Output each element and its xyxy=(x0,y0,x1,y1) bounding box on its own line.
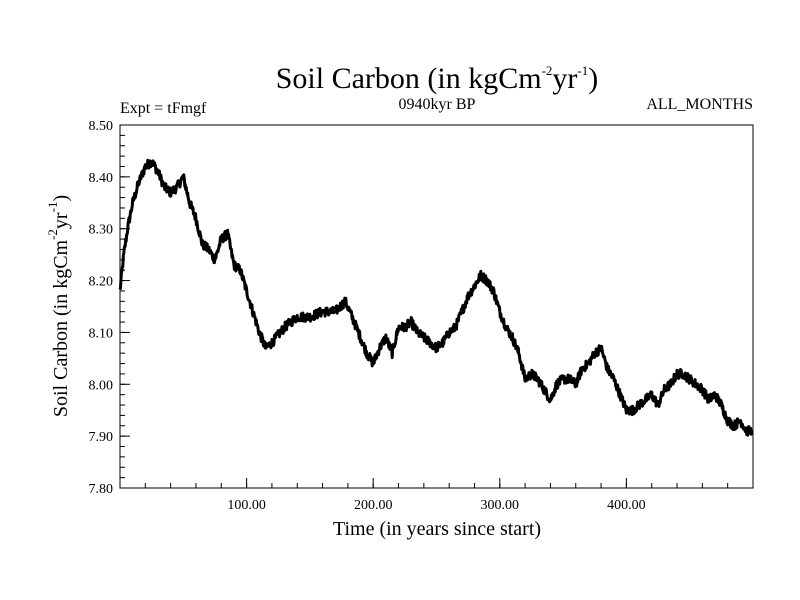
y-tick-label: 8.00 xyxy=(89,378,114,393)
experiment-label: Expt = tFmgf xyxy=(120,100,207,117)
y-tick-label: 8.50 xyxy=(89,119,114,134)
y-tick-label: 8.20 xyxy=(89,275,114,290)
chart-title: Soil Carbon (in kgCm-2yr-1) xyxy=(276,62,599,95)
period-label: 0940kyr BP xyxy=(399,96,476,113)
x-axis-label: Time (in years since start) xyxy=(333,518,541,540)
y-tick-label: 7.90 xyxy=(89,430,114,445)
x-tick-label: 400.00 xyxy=(607,498,646,513)
axis-ticks: 7.80 7.90 8.00 8.10 8.20 8.30 8.40 8.50 100.00 20… xyxy=(89,119,729,513)
months-label: ALL_MONTHS xyxy=(646,96,753,113)
y-tick-label: 7.80 xyxy=(89,482,114,497)
y-axis-label: Soil Carbon (in kgCm-2yr-1) xyxy=(45,195,72,417)
y-tick-label: 8.40 xyxy=(89,171,114,186)
series-line-soil-carbon xyxy=(118,158,754,437)
y-tick-label: 8.10 xyxy=(89,326,114,341)
x-tick-label: 300.00 xyxy=(481,498,520,513)
x-tick-label: 200.00 xyxy=(354,498,393,513)
plot-frame xyxy=(119,124,754,489)
x-tick-label: 100.00 xyxy=(227,498,266,513)
y-tick-label: 8.30 xyxy=(89,223,114,238)
